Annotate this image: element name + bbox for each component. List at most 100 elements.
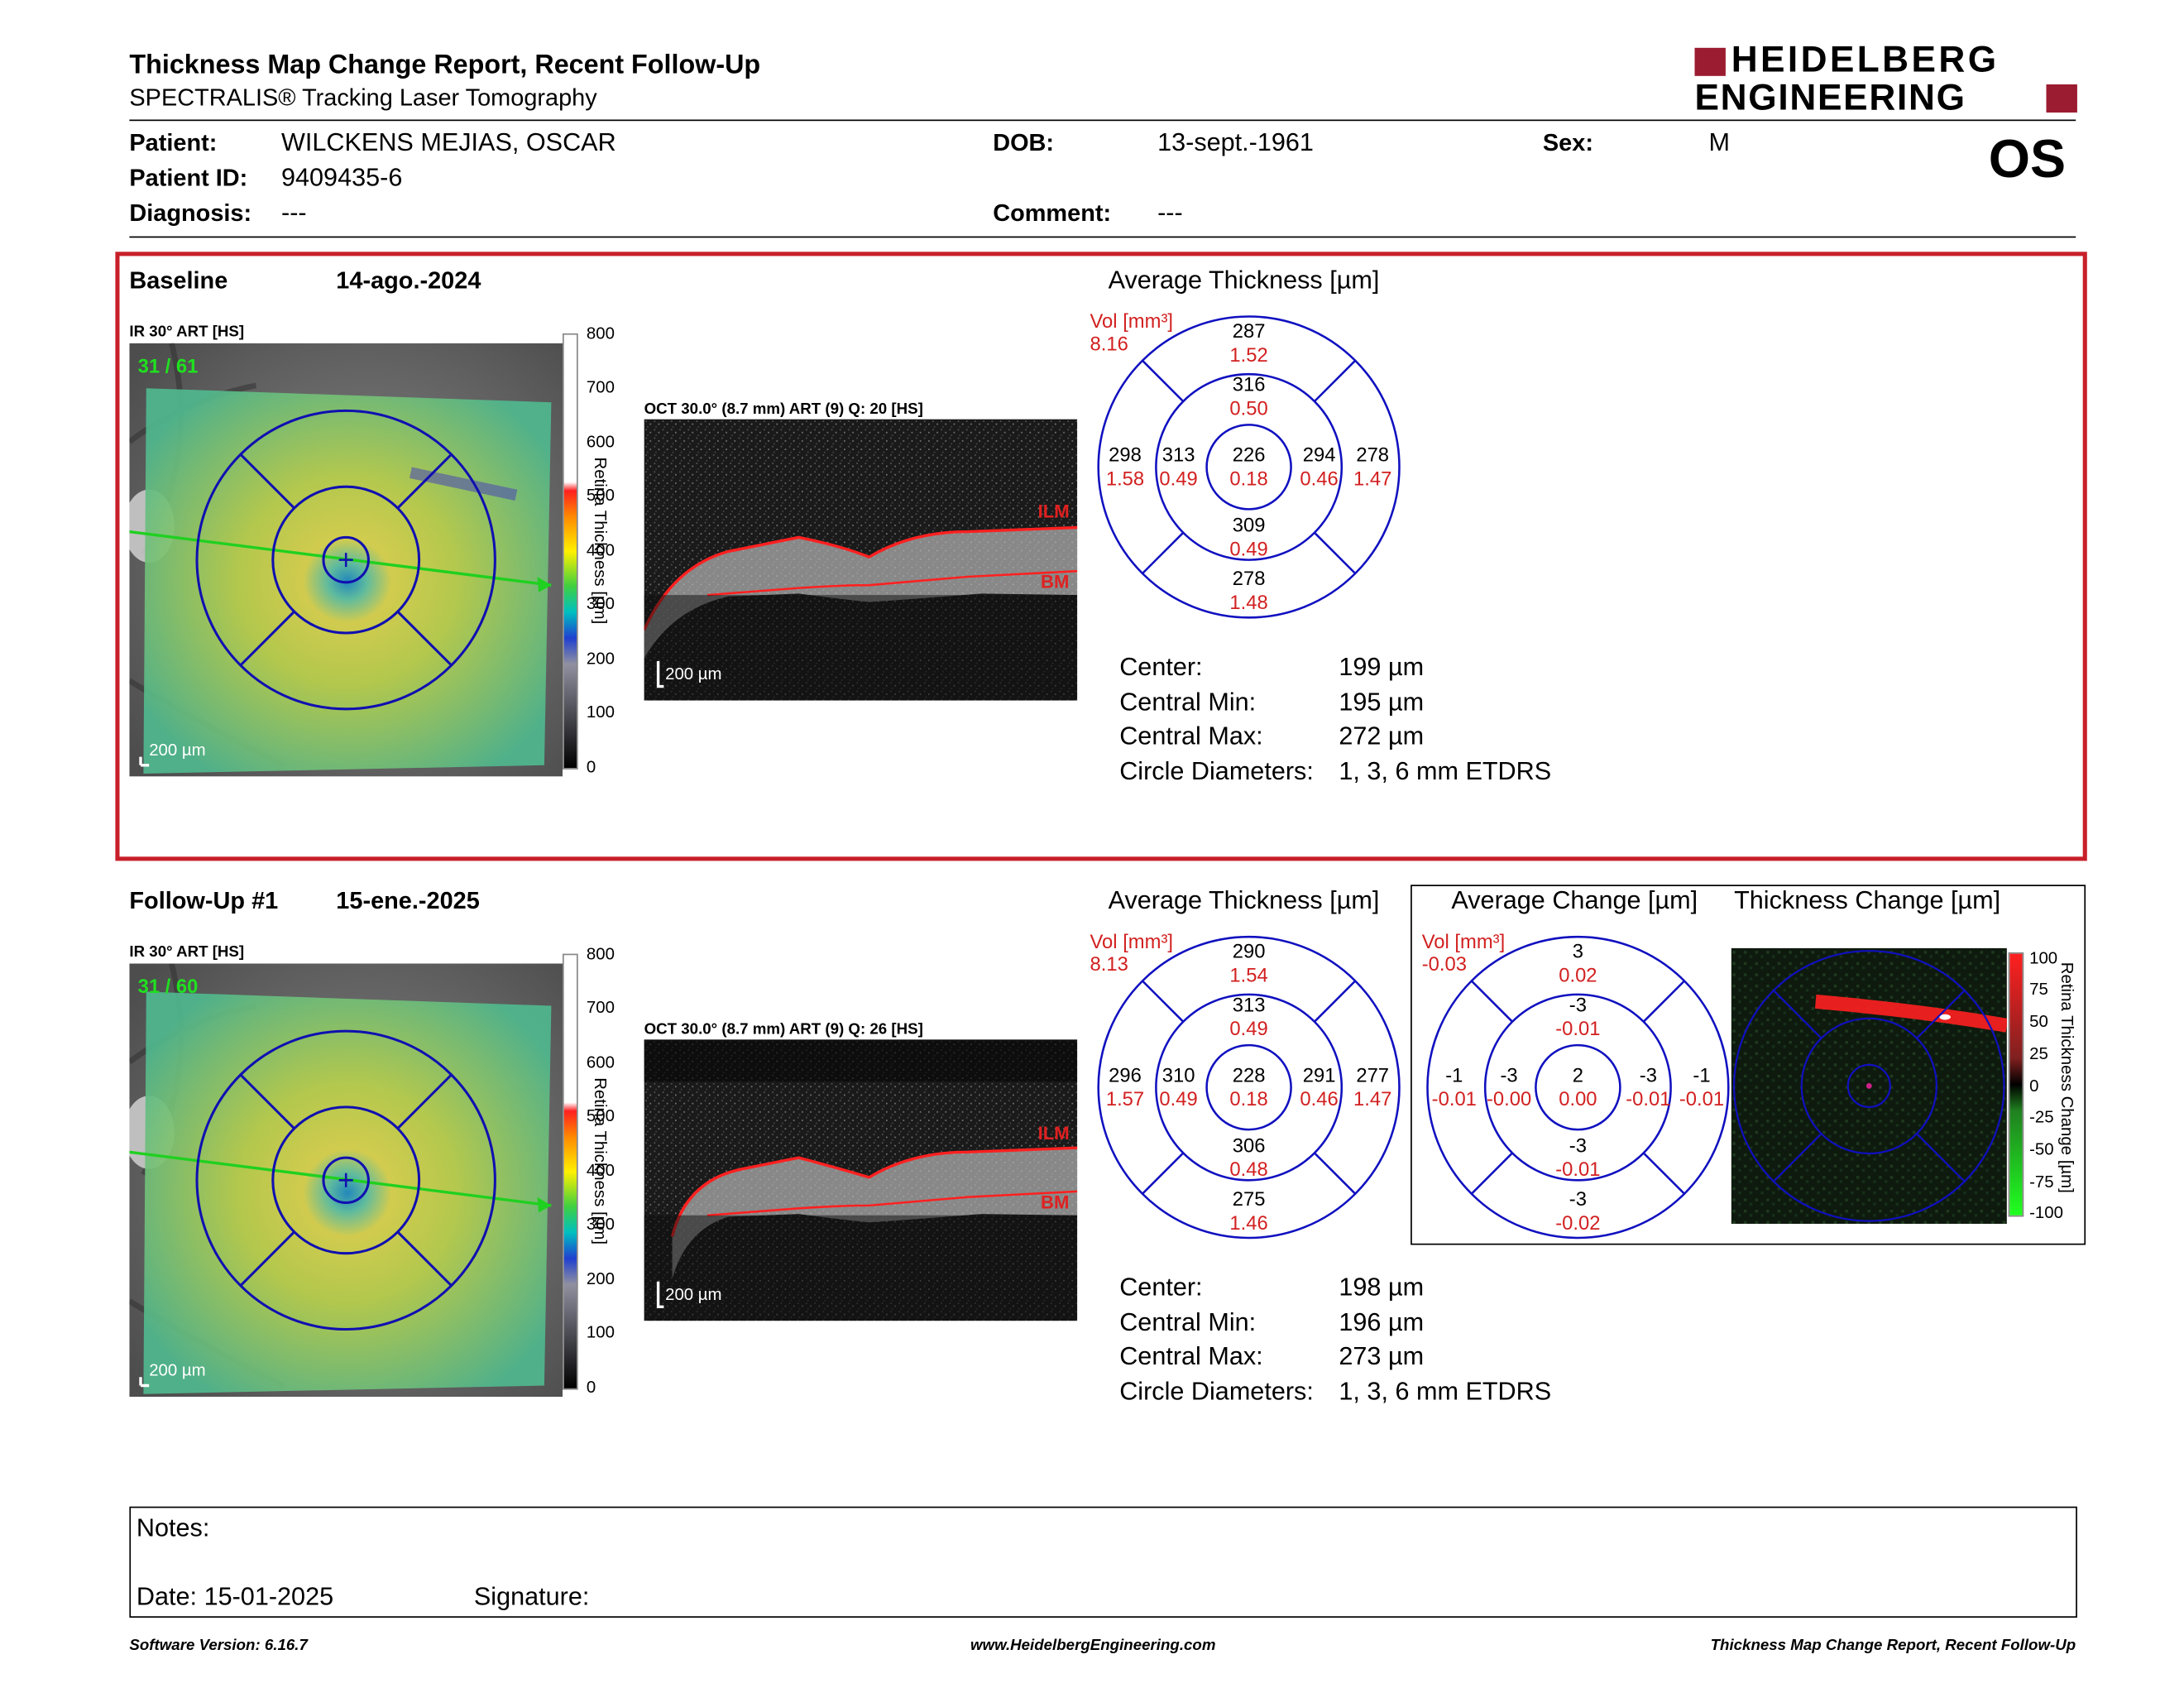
followup-bm-label: BM xyxy=(1041,1192,1069,1212)
change-colorbar xyxy=(2008,952,2024,1217)
cell-value: -3 xyxy=(1569,1134,1587,1157)
diagnosis-label: Diagnosis: xyxy=(129,199,252,227)
cell-value: 306 xyxy=(1233,1134,1266,1157)
followup-max-label: Central Max: xyxy=(1119,1341,1263,1370)
cell-volume: -0.01 xyxy=(1555,1158,1600,1181)
cb-tick: 800 xyxy=(586,324,615,343)
cell-volume: -0.02 xyxy=(1555,1212,1600,1235)
cb-tick: 300 xyxy=(586,1214,615,1234)
baseline-ir-scale: 200 µm xyxy=(149,741,205,760)
change-cb-tick: -25 xyxy=(2029,1106,2054,1127)
report-title: Thickness Map Change Report, Recent Foll… xyxy=(129,50,761,80)
cell-volume: -0.01 xyxy=(1432,1088,1477,1110)
notes-date-label: Date: xyxy=(136,1582,198,1611)
signature-label: Signature: xyxy=(473,1582,590,1611)
cell-volume: 1.46 xyxy=(1229,1212,1267,1235)
followup-oct-image: ILM BM 200 µm xyxy=(644,1039,1078,1321)
patient-id-label: Patient ID: xyxy=(129,164,248,192)
avg-change-title: Average Change [µm] xyxy=(1451,886,1698,914)
notes-date-value: 15-01-2025 xyxy=(204,1582,334,1611)
followup-center-label: Center: xyxy=(1119,1273,1203,1302)
change-cb-tick: -75 xyxy=(2029,1172,2054,1192)
cell-value: -3 xyxy=(1640,1064,1657,1086)
cb-tick: 200 xyxy=(586,1268,615,1289)
followup-vol-label: Vol [mm³] xyxy=(1090,931,1174,953)
cell-value: 313 xyxy=(1233,994,1266,1016)
patient-divider xyxy=(129,236,2076,238)
followup-etdrs-grid: Vol [mm³] 8.13 290 1.54 313 0.49 296 1.5… xyxy=(1090,931,1401,1240)
heidelberg-logo: HEIDELBERG ENGINEERING xyxy=(1694,40,2077,118)
cb-tick: 600 xyxy=(586,431,615,452)
cell-value: 294 xyxy=(1303,444,1336,467)
cell-value: 2 xyxy=(1573,1064,1583,1086)
followup-min-label: Central Min: xyxy=(1119,1308,1257,1336)
baseline-min-value: 195 µm xyxy=(1339,688,1425,717)
change-vol-value: -0.03 xyxy=(1422,953,1467,976)
baseline-oct-image: ILM BM 200 µm xyxy=(644,419,1078,701)
cell-volume: 1.52 xyxy=(1229,344,1267,367)
cell-value: -3 xyxy=(1501,1064,1518,1086)
cell-value: 298 xyxy=(1109,444,1142,467)
followup-diam-label: Circle Diameters: xyxy=(1119,1377,1314,1406)
cb-tick: 600 xyxy=(586,1052,615,1072)
cell-volume: 0.49 xyxy=(1229,1018,1267,1040)
cb-tick: 400 xyxy=(586,539,615,560)
followup-date: 15-ene.-2025 xyxy=(336,887,480,914)
cell-volume: 0.50 xyxy=(1229,398,1267,420)
cb-tick: 0 xyxy=(586,756,596,777)
baseline-avg-title: Average Thickness [µm] xyxy=(1108,266,1380,295)
cell-value: 278 xyxy=(1356,444,1389,467)
cb-tick: 800 xyxy=(586,943,615,964)
cell-volume: 1.47 xyxy=(1353,1088,1391,1110)
cell-volume: -0.01 xyxy=(1679,1088,1724,1110)
cell-value: 310 xyxy=(1162,1064,1195,1086)
logo-line1: HEIDELBERG xyxy=(1731,37,2000,80)
patient-label: Patient: xyxy=(129,129,218,156)
patient-id: 9409435-6 xyxy=(281,163,403,192)
followup-avg-title: Average Thickness [µm] xyxy=(1108,886,1380,914)
cell-volume: 0.49 xyxy=(1159,468,1197,491)
cb-tick: 500 xyxy=(586,485,615,506)
sex-label: Sex: xyxy=(1542,129,1593,156)
footer-website: www.HeidelbergEngineering.com xyxy=(970,1637,1216,1655)
baseline-max-value: 272 µm xyxy=(1339,722,1425,750)
baseline-oct-scale: 200 µm xyxy=(665,665,721,683)
cell-volume: -0.01 xyxy=(1626,1088,1670,1110)
notes-date: Date: 15-01-2025 xyxy=(136,1583,333,1613)
cb-tick: 0 xyxy=(586,1377,596,1398)
baseline-ir-label: IR 30° ART [HS] xyxy=(129,324,245,341)
change-colorbar-title: Retina Thickness Change [µm] xyxy=(2057,961,2077,1193)
followup-center-value: 198 µm xyxy=(1339,1273,1425,1302)
comment-label: Comment: xyxy=(993,199,1112,227)
patient-name: WILCKENS MEJIAS, OSCAR xyxy=(281,127,616,156)
followup-thickness-colorbar xyxy=(563,953,578,1390)
cell-volume: 1.48 xyxy=(1229,592,1267,614)
cell-volume: 1.57 xyxy=(1106,1088,1144,1110)
cb-tick: 100 xyxy=(586,702,615,722)
diagnosis-value: --- xyxy=(281,198,307,227)
followup-vol-value: 8.13 xyxy=(1090,953,1128,976)
cell-volume: 0.48 xyxy=(1229,1158,1267,1181)
baseline-oct-label: OCT 30.0° (8.7 mm) ART (9) Q: 20 [HS] xyxy=(644,400,923,418)
cell-volume: 1.47 xyxy=(1353,468,1391,491)
baseline-center-label: Center: xyxy=(1119,652,1203,681)
cell-volume: 0.46 xyxy=(1300,1088,1338,1110)
followup-label: Follow-Up #1 xyxy=(129,887,279,914)
baseline-min-label: Central Min: xyxy=(1119,688,1257,717)
baseline-diam-value: 1, 3, 6 mm ETDRS xyxy=(1339,756,1552,785)
cell-value: -3 xyxy=(1569,1188,1587,1211)
cell-value: 226 xyxy=(1233,444,1266,467)
cell-value: 291 xyxy=(1303,1064,1336,1086)
cell-value: 309 xyxy=(1233,515,1266,537)
baseline-etdrs-grid: Vol [mm³] 8.16 287 1.52 316 0.50 298 1.5… xyxy=(1090,310,1401,619)
logo-line2: ENGINEERING xyxy=(1694,75,1966,118)
followup-diam-value: 1, 3, 6 mm ETDRS xyxy=(1339,1377,1552,1406)
header-divider xyxy=(129,119,2076,122)
cell-value: 275 xyxy=(1233,1188,1266,1211)
cb-tick: 300 xyxy=(586,593,615,614)
baseline-center-value: 199 µm xyxy=(1339,652,1425,681)
cb-tick: 100 xyxy=(586,1322,615,1342)
followup-ilm-label: ILM xyxy=(1038,1123,1070,1144)
cell-value: 228 xyxy=(1233,1064,1266,1086)
baseline-vol-label: Vol [mm³] xyxy=(1090,310,1174,333)
